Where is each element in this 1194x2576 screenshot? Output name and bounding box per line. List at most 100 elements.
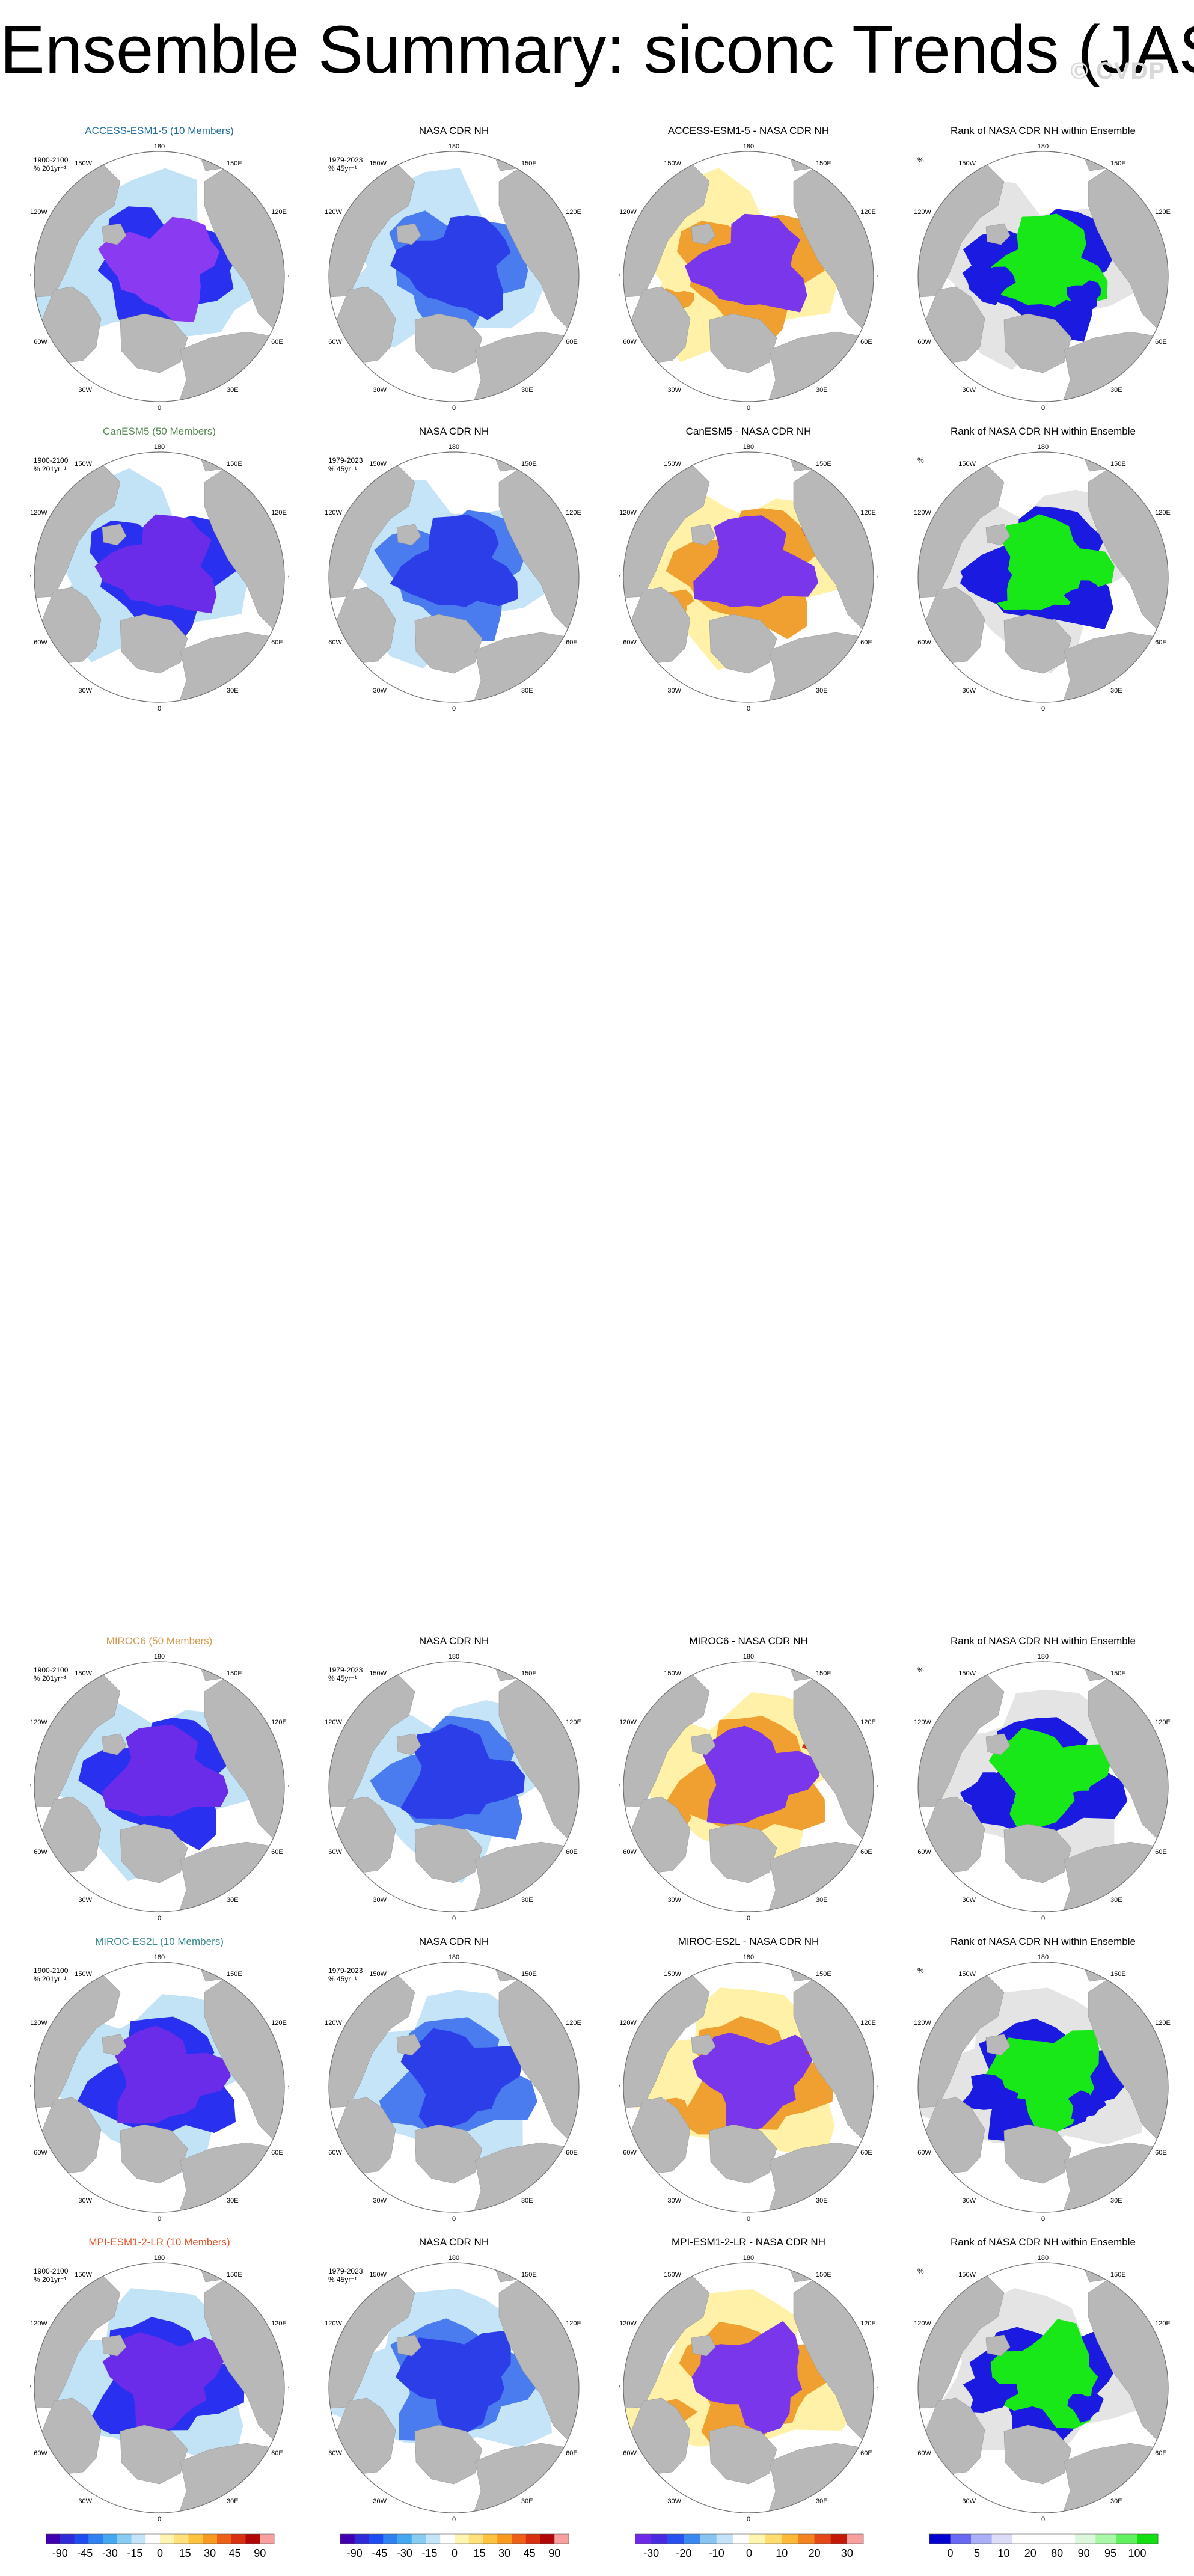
panel-metadata: %	[917, 1666, 924, 1674]
map-label-lr2: 60E	[566, 2149, 578, 2156]
map-label-ul: 150W	[75, 1971, 92, 1978]
colorbar-swatch	[188, 2534, 203, 2544]
colorbar-tick-label: 0	[452, 2547, 458, 2559]
colorbar-tick-label: -90	[347, 2547, 363, 2559]
map-label-lr: 30E	[816, 687, 828, 694]
colorbar-swatch	[1054, 2534, 1076, 2544]
map-label-lr2: 60E	[1155, 639, 1167, 646]
map-label-lr: 30E	[816, 2498, 828, 2505]
polar-map: 180090W90E150W150E120W120E60W60E30W30E	[914, 1653, 1172, 1922]
colorbar-swatch	[971, 2534, 993, 2544]
polar-map: 180090W90E150W150E120W120E60W60E30W30E	[619, 444, 878, 712]
map-label-ul2: 120W	[914, 209, 931, 216]
panel-units: % 45yr⁻¹	[328, 465, 357, 473]
colorbar-swatch	[814, 2534, 831, 2544]
colorbar-swatch	[455, 2534, 470, 2544]
map-label-right: 90E	[877, 274, 878, 281]
map-label-lr2: 60E	[860, 2149, 872, 2156]
colorbar-swatch	[716, 2534, 733, 2544]
map-label-ul: 150W	[369, 460, 387, 468]
map-panel: Rank of NASA CDR NH within Ensemble 180 0 9…	[914, 1936, 1172, 2227]
map-label-bottom: 0	[747, 2215, 750, 2223]
colorbar-swatch	[260, 2534, 275, 2544]
colorbar-swatch	[700, 2534, 717, 2544]
panel-units: % 45yr⁻¹	[328, 1975, 357, 1983]
map-label-lr: 30E	[1110, 1897, 1122, 1904]
map-label-ur: 150E	[816, 160, 831, 167]
colorbar-swatch	[525, 2534, 540, 2544]
map-label-lr2: 60E	[1155, 338, 1167, 346]
map-label-lr2: 60E	[566, 639, 578, 646]
panel-title: NASA CDR NH	[418, 1936, 489, 1947]
map-label-bottom: 0	[1041, 405, 1045, 412]
map-label-ll: 30W	[373, 2197, 387, 2204]
map-label-right: 90E	[877, 2385, 878, 2392]
colorbar-tick-label: -20	[676, 2547, 691, 2559]
map-label-top: 180	[1038, 143, 1049, 150]
panel-period: 1979-2023	[328, 2267, 363, 2275]
panel-metadata: 1900-2100% 201yr⁻¹	[34, 1666, 68, 1683]
panel-metadata: 1979-2023% 45yr⁻¹	[328, 2267, 363, 2284]
polar-map: 180090W90E150W150E120W120E60W60E30W30E	[325, 444, 583, 712]
map-label-ul2: 120W	[619, 1719, 637, 1726]
map-label-ll2: 60W	[328, 639, 342, 646]
map-label-ul2: 120W	[914, 1719, 931, 1726]
map-label-ul2: 120W	[914, 2320, 931, 2327]
map-label-ur2: 120E	[1155, 2320, 1171, 2327]
panel-metadata: %	[917, 1966, 924, 1975]
map-label-ul2: 120W	[914, 509, 931, 516]
colorbar-diff: -30 -20 -10 0 10 20 30	[635, 2533, 864, 2559]
map-label-ur: 150E	[1110, 2271, 1126, 2278]
map-label-ll: 30W	[373, 387, 387, 394]
colorbar-tick-label: 90	[1078, 2547, 1090, 2559]
map-label-ll: 30W	[962, 2197, 976, 2204]
map-label-ul: 150W	[958, 160, 976, 167]
map-label-ll: 30W	[962, 687, 976, 694]
map-label-bottom: 0	[158, 705, 161, 712]
map-label-lr2: 60E	[271, 338, 283, 346]
colorbar-swatch	[160, 2534, 175, 2544]
polar-map: 180090W90E150W150E120W120E60W60E30W30E	[619, 1653, 878, 1922]
map-label-left: 90W	[619, 274, 620, 281]
colorbar-tick-label: 45	[229, 2547, 241, 2559]
map-label-ul2: 120W	[325, 2320, 342, 2327]
map-label-ll2: 60W	[623, 338, 637, 346]
map-label-ll2: 60W	[328, 338, 342, 346]
panel-title: CanESM5 (50 Members)	[102, 426, 216, 437]
map-label-lr: 30E	[227, 687, 239, 694]
panel-metadata: %	[917, 2267, 924, 2275]
map-panel: MPI-ESM1-2-LR - NASA CDR NH 180 0 90W 90E 150…	[619, 2236, 878, 2527]
map-label-ur2: 120E	[566, 2320, 581, 2327]
panel-metadata: 1979-2023% 45yr⁻¹	[328, 1666, 363, 1683]
polar-map: 180090W90E150W150E120W120E60W60E30W30E	[619, 143, 878, 412]
panel-units: % 45yr⁻¹	[328, 2275, 357, 2284]
map-label-left: 90W	[30, 2385, 31, 2392]
colorbar-swatch	[512, 2534, 527, 2544]
panel-units: %	[917, 456, 924, 465]
map-label-ur: 150E	[227, 1971, 242, 1978]
map-label-ur2: 120E	[1155, 2019, 1171, 2027]
map-label-lr2: 60E	[860, 338, 872, 346]
panel-metadata: 1900-2100% 201yr⁻¹	[34, 456, 68, 473]
polar-map: 180090W90E150W150E120W120E60W60E30W30E	[914, 2254, 1172, 2523]
colorbar-swatch	[1012, 2534, 1034, 2544]
map-label-top: 180	[743, 1653, 754, 1660]
panel-title: Rank of NASA CDR NH within Ensemble	[950, 1936, 1136, 1947]
map-label-bottom: 0	[452, 2516, 456, 2523]
panel-period: 1979-2023	[328, 1966, 363, 1975]
map-label-lr: 30E	[227, 1897, 239, 1904]
colorbar-swatch	[830, 2534, 848, 2544]
map-label-ul: 150W	[369, 1971, 387, 1978]
panel-title: NASA CDR NH	[418, 2236, 489, 2248]
map-label-lr: 30E	[521, 1897, 533, 1904]
map-label-ul2: 120W	[619, 2019, 637, 2027]
colorbar-tick-label: 10	[776, 2547, 788, 2559]
map-label-lr2: 60E	[566, 1849, 578, 1856]
map-label-ul: 150W	[75, 460, 92, 468]
panel-units: % 201yr⁻¹	[34, 465, 67, 473]
map-label-ur2: 120E	[860, 1719, 876, 1726]
polar-map: 180090W90E150W150E120W120E60W60E30W30E	[914, 1954, 1172, 2223]
map-label-ur: 150E	[521, 2271, 537, 2278]
map-panel: MIROC6 - NASA CDR NH 180 0 90W 90E 150W 150E 12…	[619, 1635, 878, 1926]
map-label-ll: 30W	[667, 2498, 681, 2505]
